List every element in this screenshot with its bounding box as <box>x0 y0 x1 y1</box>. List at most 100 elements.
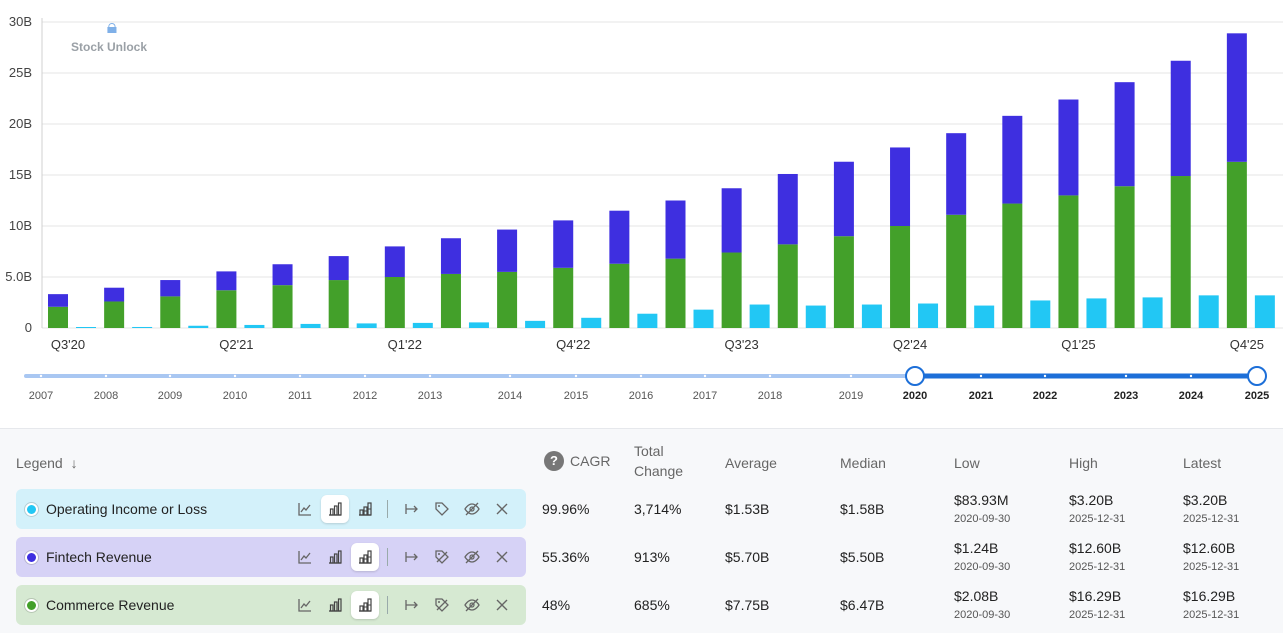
line-chart-icon[interactable] <box>291 495 319 523</box>
timeline-year-label[interactable]: 2019 <box>838 390 864 402</box>
bar-fintech-revenue[interactable] <box>104 287 125 302</box>
bar-fintech-revenue[interactable] <box>328 256 349 281</box>
bar-operating-income[interactable] <box>1086 298 1107 328</box>
label-tag-icon[interactable] <box>428 591 456 619</box>
bar-commerce-revenue[interactable] <box>48 306 68 328</box>
bar-commerce-revenue[interactable] <box>553 267 574 328</box>
bar-operating-income[interactable] <box>1198 295 1219 328</box>
timeline-year-label[interactable]: 2017 <box>692 390 718 402</box>
series-color-dot[interactable] <box>25 502 38 516</box>
bar-commerce-revenue[interactable] <box>833 236 854 328</box>
bar-fintech-revenue[interactable] <box>48 294 68 307</box>
bar-chart-icon[interactable] <box>321 591 349 619</box>
bar-operating-income[interactable] <box>974 305 995 328</box>
timeline-year-label[interactable]: 2025 <box>1244 390 1270 402</box>
stacked-bar-icon[interactable] <box>351 591 379 619</box>
timeline-handle[interactable] <box>1247 366 1267 386</box>
close-icon[interactable] <box>488 591 516 619</box>
timeline-year-label[interactable]: 2023 <box>1113 390 1139 402</box>
timeline-year-label[interactable]: 2011 <box>288 390 312 402</box>
bar-commerce-revenue[interactable] <box>216 290 237 328</box>
timeline-year-label[interactable]: 2020 <box>902 390 928 402</box>
axis-arrow-icon[interactable] <box>398 591 426 619</box>
timeline-year-label[interactable]: 2024 <box>1178 390 1204 402</box>
bar-operating-income[interactable] <box>132 326 153 328</box>
hide-eye-icon[interactable] <box>458 591 486 619</box>
timeline-year-label[interactable]: 2007 <box>28 390 54 402</box>
bar-fintech-revenue[interactable] <box>665 200 686 259</box>
bar-commerce-revenue[interactable] <box>384 277 405 328</box>
bar-operating-income[interactable] <box>76 327 96 328</box>
bar-commerce-revenue[interactable] <box>1114 186 1135 328</box>
axis-arrow-icon[interactable] <box>398 543 426 571</box>
bar-commerce-revenue[interactable] <box>440 273 461 328</box>
legend-header[interactable]: Legend ↓ <box>16 453 78 473</box>
bar-fintech-revenue[interactable] <box>833 161 854 237</box>
bar-commerce-revenue[interactable] <box>609 263 630 328</box>
bar-fintech-revenue[interactable] <box>946 133 967 215</box>
bar-operating-income[interactable] <box>749 304 770 328</box>
timeline-year-label[interactable]: 2015 <box>563 390 589 402</box>
bar-fintech-revenue[interactable] <box>609 210 630 264</box>
label-tag-icon[interactable] <box>428 543 456 571</box>
bar-operating-income[interactable] <box>244 324 265 328</box>
bar-fintech-revenue[interactable] <box>777 173 798 245</box>
bar-operating-income[interactable] <box>1142 297 1163 328</box>
bar-commerce-revenue[interactable] <box>890 226 911 328</box>
bar-operating-income[interactable] <box>300 323 321 328</box>
bar-commerce-revenue[interactable] <box>1058 195 1079 328</box>
legend-row[interactable]: Fintech Revenue <box>16 537 526 577</box>
bar-fintech-revenue[interactable] <box>1226 33 1247 162</box>
bar-operating-income[interactable] <box>1254 295 1275 328</box>
bar-operating-income[interactable] <box>581 317 602 328</box>
bar-commerce-revenue[interactable] <box>1226 161 1247 328</box>
bar-fintech-revenue[interactable] <box>216 271 237 291</box>
timeline-year-label[interactable]: 2008 <box>93 390 119 402</box>
bar-operating-income[interactable] <box>356 323 377 328</box>
timeline-year-label[interactable]: 2018 <box>757 390 783 402</box>
bar-fintech-revenue[interactable] <box>721 188 742 253</box>
bar-commerce-revenue[interactable] <box>665 258 686 328</box>
bar-fintech-revenue[interactable] <box>497 229 518 272</box>
timeline-year-label[interactable]: 2016 <box>628 390 654 402</box>
close-icon[interactable] <box>488 495 516 523</box>
series-color-dot[interactable] <box>25 550 38 564</box>
bar-operating-income[interactable] <box>693 309 714 328</box>
bar-chart-icon[interactable] <box>321 495 349 523</box>
hide-eye-icon[interactable] <box>458 543 486 571</box>
legend-row[interactable]: Operating Income or Loss <box>16 489 526 529</box>
bar-fintech-revenue[interactable] <box>272 264 293 286</box>
bar-fintech-revenue[interactable] <box>1170 60 1191 177</box>
bar-fintech-revenue[interactable] <box>890 147 911 226</box>
stacked-bar-icon[interactable] <box>351 543 379 571</box>
bar-fintech-revenue[interactable] <box>1114 82 1135 187</box>
timeline-year-label[interactable]: 2021 <box>968 390 994 402</box>
label-tag-icon[interactable] <box>428 495 456 523</box>
close-icon[interactable] <box>488 543 516 571</box>
bar-commerce-revenue[interactable] <box>946 214 967 328</box>
timeline-year-label[interactable]: 2022 <box>1032 390 1058 402</box>
timeline-year-label[interactable]: 2014 <box>497 390 523 402</box>
bar-commerce-revenue[interactable] <box>272 285 293 328</box>
line-chart-icon[interactable] <box>291 591 319 619</box>
series-color-dot[interactable] <box>25 598 38 612</box>
bar-operating-income[interactable] <box>412 322 433 328</box>
bar-commerce-revenue[interactable] <box>160 296 181 328</box>
bar-operating-income[interactable] <box>1030 300 1051 328</box>
line-chart-icon[interactable] <box>291 543 319 571</box>
timeline-year-label[interactable]: 2010 <box>222 390 248 402</box>
timeline-handle[interactable] <box>905 366 925 386</box>
bar-operating-income[interactable] <box>861 304 882 328</box>
timeline-year-label[interactable]: 2013 <box>417 390 443 402</box>
bar-fintech-revenue[interactable] <box>384 246 405 277</box>
hide-eye-icon[interactable] <box>458 495 486 523</box>
help-icon[interactable]: ? <box>544 451 564 471</box>
axis-arrow-icon[interactable] <box>398 495 426 523</box>
timeline-year-label[interactable]: 2012 <box>352 390 378 402</box>
bar-commerce-revenue[interactable] <box>777 244 798 328</box>
bar-fintech-revenue[interactable] <box>553 220 574 268</box>
bar-operating-income[interactable] <box>188 325 209 328</box>
bar-operating-income[interactable] <box>918 303 939 328</box>
bar-fintech-revenue[interactable] <box>1002 115 1023 204</box>
bar-chart-icon[interactable] <box>321 543 349 571</box>
